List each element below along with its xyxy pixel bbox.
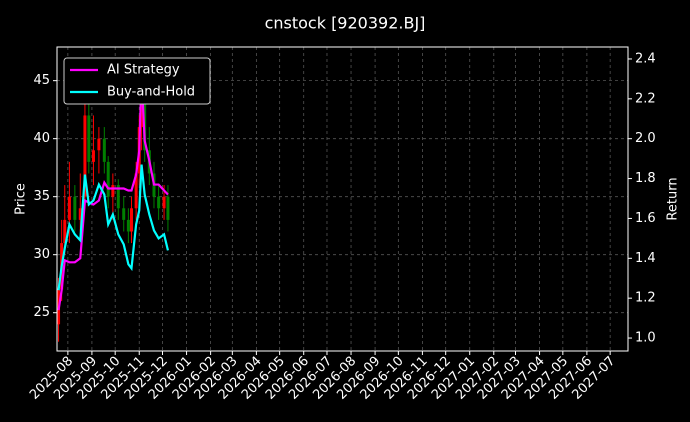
- candle-body: [122, 208, 126, 220]
- candle-body: [129, 208, 133, 232]
- y-tick-label: 40: [33, 131, 50, 146]
- candle-body: [106, 161, 110, 197]
- candle-body: [67, 196, 71, 220]
- y-tick-label: 45: [33, 73, 50, 88]
- y2-axis-label: Return: [666, 177, 681, 220]
- candle-body: [157, 196, 161, 209]
- y2-tick-label: 1.4: [635, 251, 656, 266]
- candle-body: [134, 173, 138, 209]
- plot-frame: [56, 46, 629, 352]
- y2-tick-label: 2.0: [635, 131, 656, 146]
- series-line: [57, 74, 169, 311]
- candle-body: [166, 196, 170, 220]
- y2-tick-label: 1.2: [635, 291, 656, 306]
- y-tick-label: 35: [33, 189, 50, 204]
- legend-label: AI Strategy: [107, 63, 180, 78]
- candle-body: [116, 185, 120, 209]
- y2-tick-label: 2.2: [635, 91, 656, 106]
- candle-body: [73, 196, 77, 220]
- legend-label: Buy-and-Hold: [107, 85, 195, 100]
- y2-tick-label: 1.0: [635, 331, 656, 346]
- candle-body: [102, 138, 106, 162]
- legend-box: [63, 57, 211, 105]
- legend: AI Strategy Buy-and-Hold: [63, 57, 211, 105]
- candle-body: [97, 138, 101, 151]
- y2-tick-label: 2.4: [635, 51, 656, 66]
- candle-body: [126, 219, 130, 232]
- chart-title: cnstock [920392.BJ]: [265, 14, 426, 33]
- series-line: [57, 164, 170, 291]
- candle-body: [162, 196, 166, 209]
- candle-body: [111, 185, 115, 197]
- candle-body: [91, 150, 95, 162]
- y-axis-label: Price: [14, 183, 29, 215]
- candle-body: [63, 219, 67, 244]
- y-tick-label: 30: [33, 247, 50, 262]
- y-tick-label: 25: [33, 305, 50, 320]
- candle-body: [87, 115, 91, 162]
- y2-tick-label: 1.8: [635, 171, 656, 186]
- candle-body: [83, 115, 87, 197]
- y2-tick-label: 1.6: [635, 211, 656, 226]
- candle-body: [78, 208, 82, 220]
